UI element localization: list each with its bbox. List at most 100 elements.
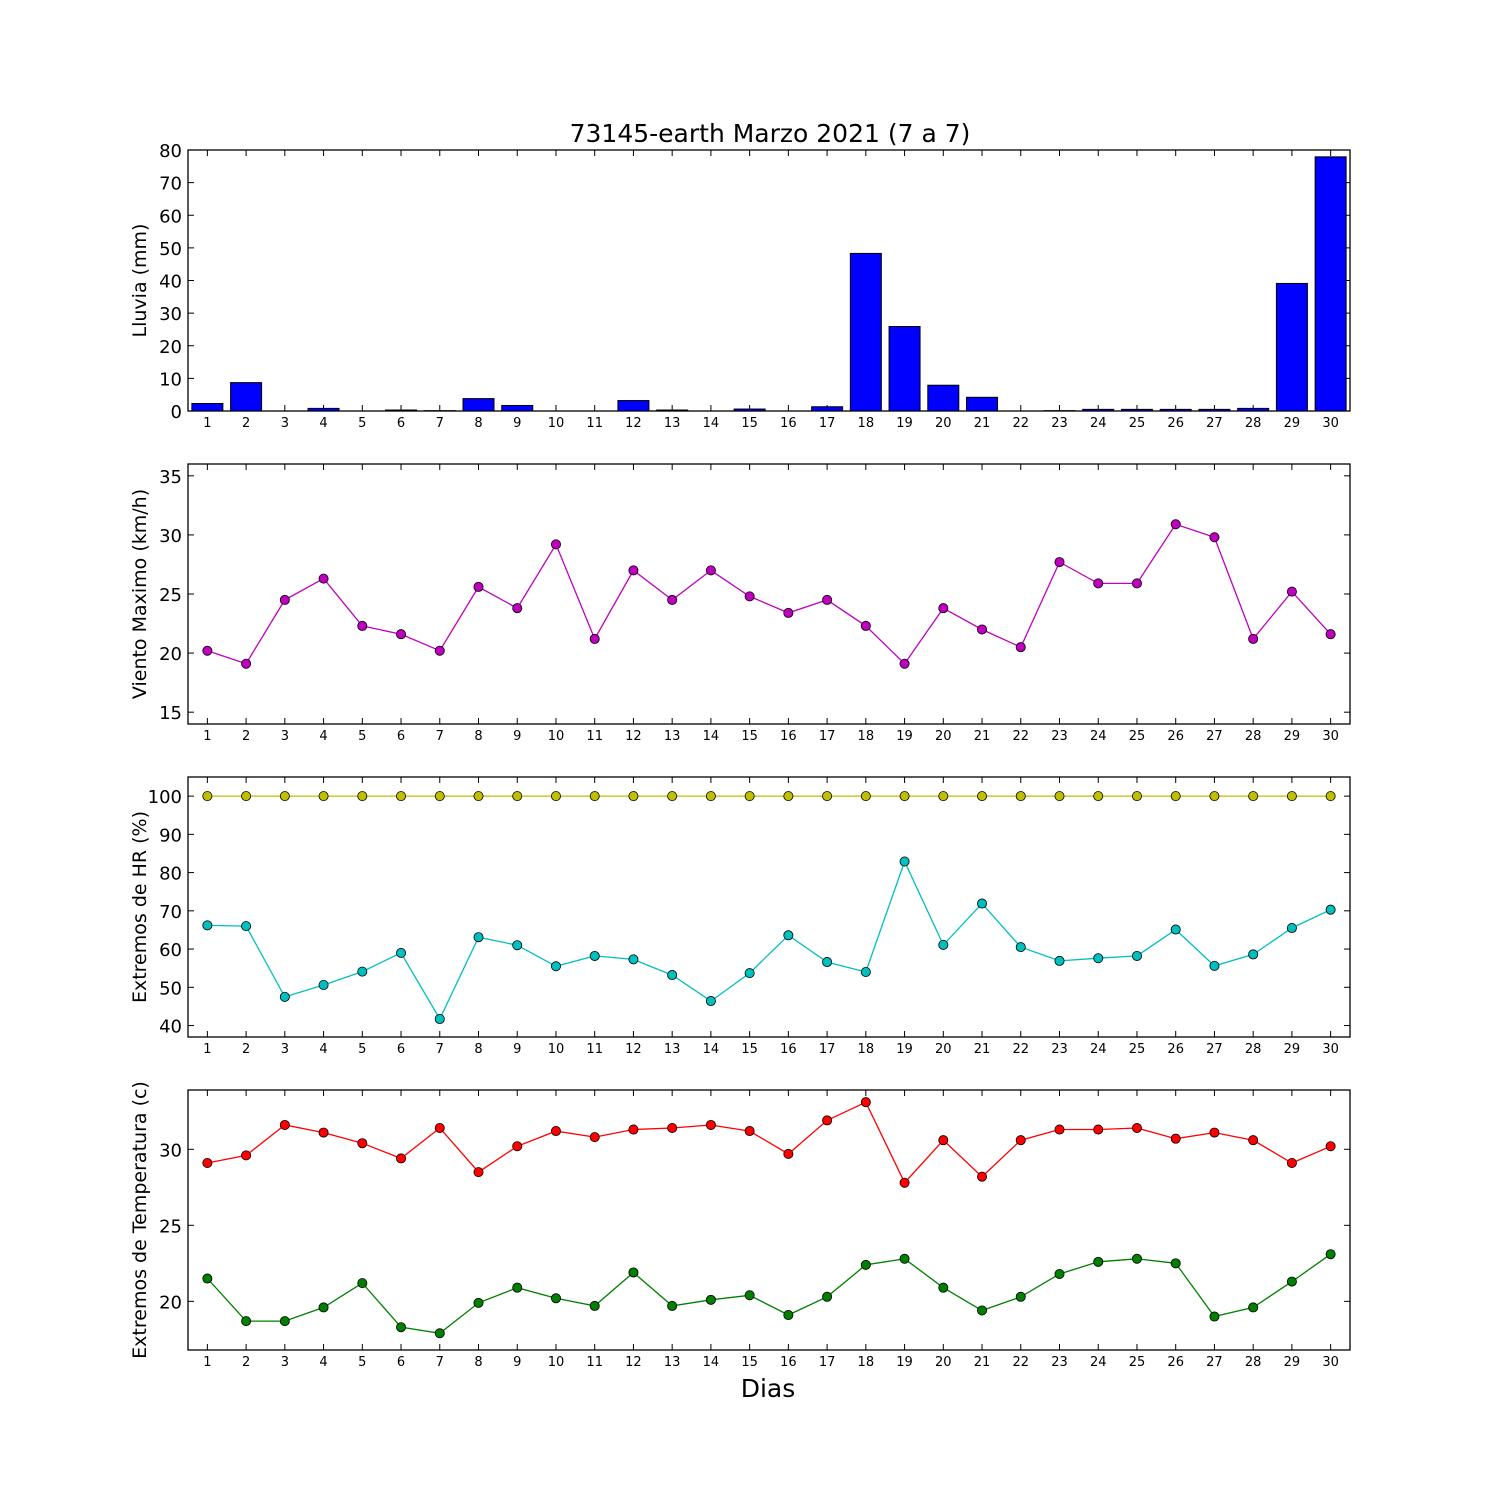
data-point [822, 1291, 833, 1302]
bar [1314, 156, 1347, 412]
data-point [977, 1171, 988, 1182]
x-tick-label: 30 [1322, 1355, 1339, 1370]
bar [1082, 408, 1115, 412]
bar [1237, 407, 1270, 412]
x-tick-label: 1 [203, 729, 211, 744]
bar [230, 382, 263, 412]
data-point [589, 633, 600, 644]
x-tick-label: 8 [474, 1355, 482, 1370]
data-point [1170, 1133, 1181, 1144]
data-point [1054, 955, 1065, 966]
data-point [434, 1014, 445, 1025]
x-tick-label: 3 [281, 729, 289, 744]
x-tick-label: 2 [242, 1355, 250, 1370]
y-tick-label: 30 [159, 1140, 182, 1161]
data-point [241, 1316, 252, 1327]
x-axis-label: Dias [741, 1374, 796, 1403]
plot-frame [187, 149, 1351, 412]
x-tick-label: 14 [703, 1042, 720, 1057]
data-point [1286, 1157, 1297, 1168]
x-tick-label: 17 [819, 1042, 836, 1057]
data-point [241, 791, 252, 802]
data-point [628, 565, 639, 576]
x-tick-label: 1 [203, 1355, 211, 1370]
y-tick-label: 60 [159, 940, 182, 961]
x-tick-label: 26 [1167, 729, 1184, 744]
data-point [473, 1167, 484, 1178]
data-point [783, 607, 794, 618]
y-tick-label: 60 [159, 206, 182, 227]
data-point [1131, 1123, 1142, 1134]
data-point [783, 930, 794, 941]
y-tick-label: 40 [159, 1017, 182, 1038]
bar [501, 404, 534, 412]
data-point [860, 620, 871, 631]
data-point [318, 1302, 329, 1313]
data-point [512, 940, 523, 951]
y-tick-label: 30 [159, 304, 182, 325]
bar [191, 402, 224, 412]
data-point [1015, 942, 1026, 953]
x-tick-label: 14 [703, 416, 720, 431]
x-tick-label: 11 [586, 729, 603, 744]
y-tick-label: 80 [159, 864, 182, 885]
data-point [1209, 532, 1220, 543]
data-point [977, 1305, 988, 1316]
x-tick-label: 13 [664, 1355, 681, 1370]
x-tick-label: 15 [741, 729, 758, 744]
x-tick-label: 26 [1167, 1355, 1184, 1370]
x-tick-label: 29 [1284, 1355, 1301, 1370]
data-point [938, 1282, 949, 1293]
data-point [202, 920, 213, 931]
data-point [318, 573, 329, 584]
x-tick-label: 6 [397, 1355, 405, 1370]
data-point [899, 1253, 910, 1264]
data-point [899, 856, 910, 867]
x-tick-label: 2 [242, 416, 250, 431]
data-point [589, 1132, 600, 1143]
x-tick-label: 2 [242, 1042, 250, 1057]
data-point [589, 950, 600, 961]
y-tick-label: 100 [148, 787, 182, 808]
data-point [860, 1097, 871, 1108]
bar [307, 407, 340, 412]
data-point [550, 1126, 561, 1137]
x-tick-label: 3 [281, 416, 289, 431]
x-tick-label: 19 [896, 1042, 913, 1057]
data-point [1325, 1141, 1336, 1152]
x-tick-label: 2 [242, 729, 250, 744]
data-point [550, 539, 561, 550]
data-point [279, 594, 290, 605]
x-tick-label: 12 [625, 416, 642, 431]
x-tick-label: 23 [1051, 1355, 1068, 1370]
series-line [207, 859, 1331, 1021]
x-tick-label: 20 [935, 729, 952, 744]
x-tick-label: 28 [1245, 729, 1262, 744]
plot-frame [187, 1089, 1351, 1351]
data-point [1325, 1249, 1336, 1260]
bar [1159, 408, 1192, 412]
bar [811, 406, 844, 412]
x-tick-label: 19 [896, 729, 913, 744]
y-tick-label: 15 [159, 703, 182, 724]
data-point [1170, 519, 1181, 530]
x-tick-label: 29 [1284, 729, 1301, 744]
data-point [357, 966, 368, 977]
y-axis-label: Extremos de HR (%) [129, 811, 151, 1003]
x-tick-label: 23 [1051, 1042, 1068, 1057]
x-tick-label: 13 [664, 729, 681, 744]
x-tick-label: 12 [625, 1042, 642, 1057]
x-tick-label: 19 [896, 1355, 913, 1370]
x-tick-label: 30 [1322, 1042, 1339, 1057]
y-tick-label: 20 [159, 337, 182, 358]
data-point [705, 565, 716, 576]
x-tick-label: 6 [397, 729, 405, 744]
y-tick-label: 25 [159, 1216, 182, 1237]
x-tick-label: 13 [664, 416, 681, 431]
x-tick-label: 5 [358, 1042, 366, 1057]
data-point [396, 629, 407, 640]
data-point [1054, 1268, 1065, 1279]
x-tick-label: 20 [935, 1355, 952, 1370]
data-point [396, 1322, 407, 1333]
